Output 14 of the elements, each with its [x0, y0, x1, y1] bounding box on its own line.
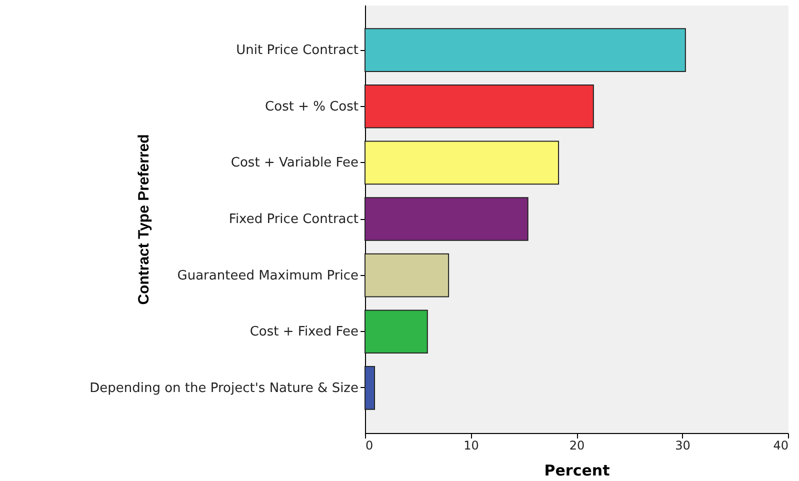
x-tick-label: 40: [773, 438, 788, 452]
x-tick-label: 20: [569, 438, 585, 452]
y-tick-label: Cost + Fixed Fee: [250, 324, 358, 340]
y-tick-label: Guaranteed Maximum Price: [177, 268, 358, 284]
x-axis-title: Percent: [544, 462, 610, 480]
y-tick-label: Cost + % Cost: [265, 99, 358, 114]
x-tick-label: 30: [675, 438, 690, 452]
y-tick-label: Fixed Price Contract: [228, 212, 358, 227]
y-tick-label: Depending on the Project's Nature & Size: [90, 380, 358, 396]
y-axis-title: Contract Type Preferred: [136, 134, 152, 305]
y-tick-label: Unit Price Contract: [236, 43, 358, 58]
x-tick-label: 0: [366, 438, 374, 452]
y-tick-label: Cost + Variable Fee: [230, 156, 358, 171]
x-tick-label: 10: [464, 438, 479, 452]
